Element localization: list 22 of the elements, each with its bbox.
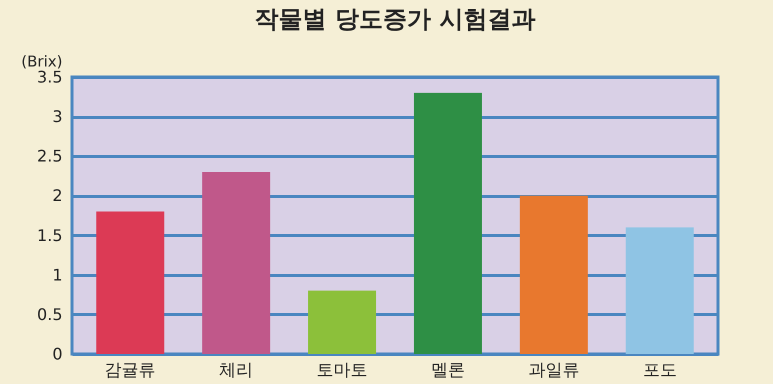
x-tick-label: 체리 (219, 360, 254, 380)
x-tick-label: 과일류 (528, 360, 580, 380)
bar (414, 92, 482, 354)
bar (96, 212, 164, 354)
y-tick-label: 0.5 (37, 304, 62, 324)
x-tick-label: 멜론 (430, 360, 465, 380)
y-tick-label: 1 (52, 265, 62, 284)
bar (308, 290, 376, 354)
y-tick-label: 2 (52, 186, 62, 206)
x-tick-label: 감귤류 (104, 360, 156, 380)
bar (626, 227, 694, 354)
y-tick-label: 2.5 (37, 146, 62, 166)
x-tick-label: 포도 (642, 360, 677, 380)
x-tick-label: 토마토 (316, 360, 368, 380)
y-tick-label: 1.5 (37, 226, 62, 245)
bar (202, 172, 270, 354)
y-tick-label: 0 (52, 344, 62, 364)
y-axis-title: (Brix) (21, 52, 62, 70)
chart-title: 작물별 당도증가 시험결과 (254, 5, 536, 33)
y-tick-label: 3 (52, 107, 62, 126)
y-tick-label: 3.5 (37, 68, 62, 86)
bar (520, 196, 588, 354)
